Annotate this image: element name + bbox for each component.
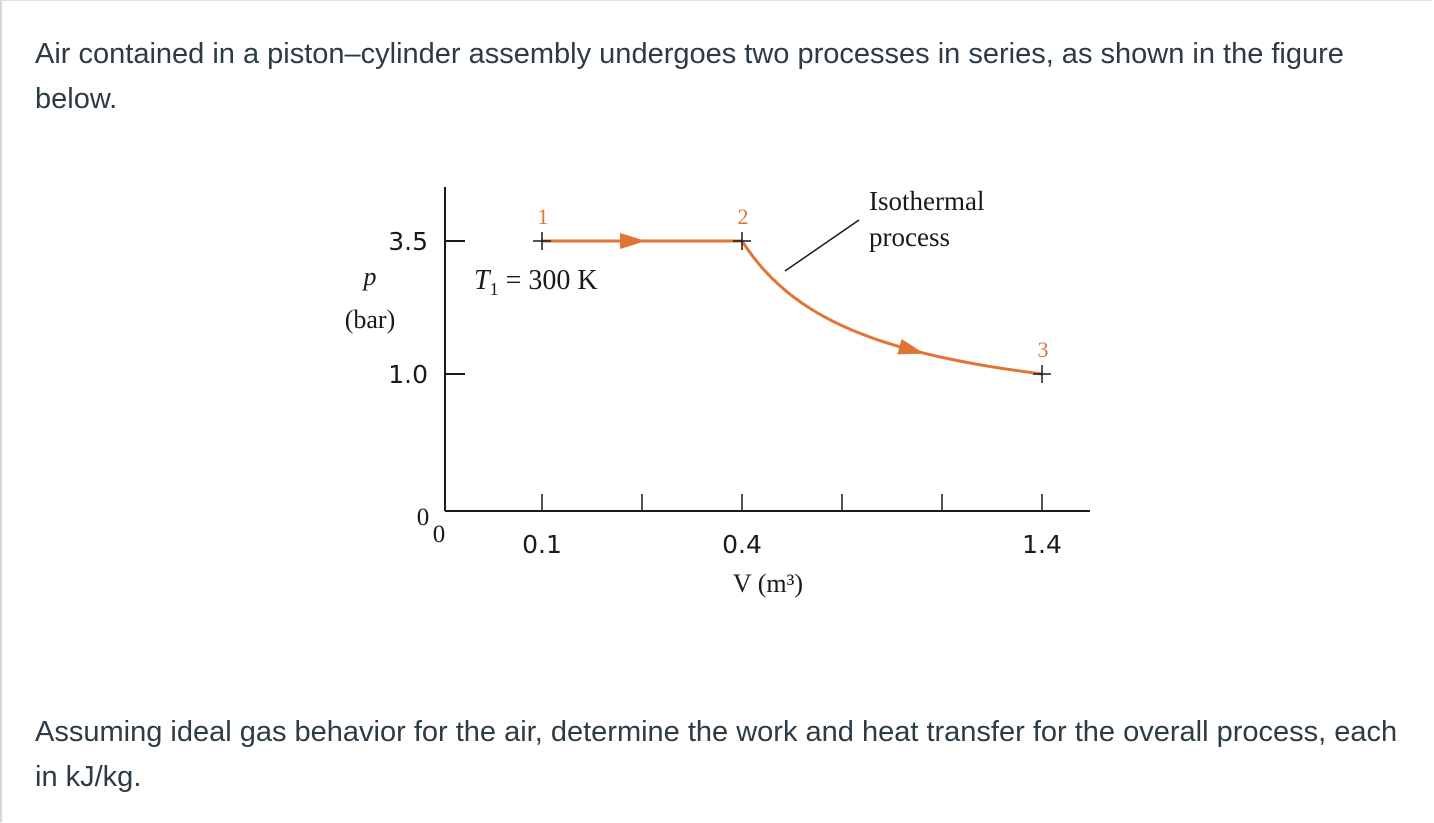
y-axis-symbol: p	[362, 262, 377, 291]
process-2-3-arrow	[897, 338, 925, 355]
process-paths	[542, 233, 1043, 376]
axis-ticks	[445, 240, 1043, 511]
state-points	[533, 232, 1051, 383]
process-1-2-arrow	[620, 233, 646, 249]
state-label-3: 3	[1038, 337, 1049, 362]
origin-label-y: 0	[417, 504, 430, 531]
x-tick-label-1: 0.4	[722, 530, 762, 559]
y-axis-unit: (bar)	[345, 305, 396, 334]
state-label-1: 1	[538, 204, 549, 229]
state-label-2: 2	[738, 204, 749, 229]
t1-symbol: T	[474, 265, 492, 296]
origin-label-x: 0	[433, 521, 446, 548]
t1-annotation: T1 = 300 K	[474, 265, 598, 299]
x-tick-label-2: 1.4	[1022, 530, 1062, 559]
t1-subscript: 1	[490, 279, 499, 299]
problem-intro-text: Air contained in a piston–cylinder assem…	[35, 38, 1344, 115]
x-axis-title: V (m³)	[733, 569, 803, 598]
y-tick-label-0: 3.5	[388, 227, 428, 256]
x-tick-label-0: 0.1	[522, 530, 562, 559]
process-2-3-curve	[740, 240, 1043, 376]
isothermal-label-line1: Isothermal	[869, 186, 984, 216]
problem-question-text: Assuming ideal gas behavior for the air,…	[35, 716, 1398, 793]
y-tick-label-1: 1.0	[388, 360, 428, 389]
t1-value: = 300 K	[499, 265, 598, 296]
isothermal-label-line2: process	[869, 222, 950, 252]
isothermal-leader-line	[784, 219, 860, 272]
